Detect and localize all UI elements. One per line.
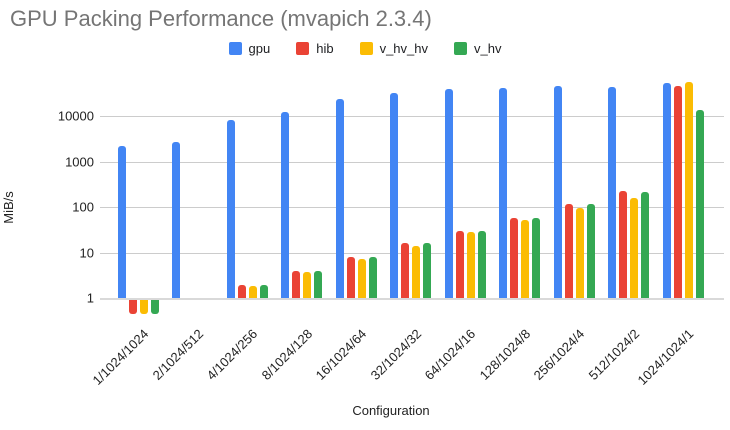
- legend-swatch-icon: [296, 42, 310, 55]
- gridline: [100, 207, 724, 209]
- gridline: [100, 161, 724, 163]
- bar-gpu[interactable]: [390, 92, 398, 298]
- bar-v_hv[interactable]: [150, 300, 159, 314]
- bar-v_hv_hv[interactable]: [248, 286, 257, 298]
- bar-gpu[interactable]: [117, 146, 126, 298]
- y-tick-label: 10: [79, 245, 94, 261]
- legend-label: v_hv: [474, 41, 502, 56]
- x-tick-label: 4/1024/256: [203, 326, 261, 383]
- bar-hib[interactable]: [564, 204, 573, 298]
- bar-v_hv_hv[interactable]: [357, 258, 366, 298]
- legend-item-v_hv: v_hv: [454, 41, 501, 56]
- bar-v_hv_hv[interactable]: [412, 245, 420, 298]
- bar-hib[interactable]: [292, 270, 300, 298]
- x-tick-label: 2/1024/512: [149, 326, 206, 383]
- legend-swatch-icon: [359, 42, 373, 55]
- legend-item-hib: hib: [296, 41, 334, 56]
- bar-hib[interactable]: [128, 300, 137, 314]
- legend-label: v_hv_hv: [379, 41, 428, 56]
- bar-hib[interactable]: [510, 217, 518, 298]
- y-tick-label: 1000: [65, 154, 94, 170]
- x-axis-title: Configuration: [352, 403, 430, 418]
- bar-gpu[interactable]: [553, 85, 562, 298]
- y-axis-title: MiB/s: [0, 191, 16, 224]
- bar-v_hv[interactable]: [368, 257, 377, 298]
- bar-gpu[interactable]: [335, 99, 344, 298]
- bar-v_hv[interactable]: [423, 242, 431, 298]
- bar-v_hv[interactable]: [695, 110, 704, 298]
- legend-item-gpu: gpu: [228, 41, 271, 56]
- bar-gpu[interactable]: [444, 89, 453, 298]
- bar-v_hv_hv[interactable]: [303, 271, 311, 298]
- legend-item-v_hv_hv: v_hv_hv: [359, 41, 428, 56]
- bar-v_hv[interactable]: [532, 217, 540, 298]
- bar-gpu[interactable]: [608, 86, 616, 298]
- bar-v_hv_hv[interactable]: [466, 231, 475, 298]
- bar-gpu[interactable]: [499, 87, 507, 298]
- x-tick-label: 512/1024/2: [585, 326, 642, 383]
- bar-v_hv[interactable]: [641, 192, 649, 298]
- legend-swatch-icon: [228, 42, 242, 55]
- bar-hib[interactable]: [455, 230, 464, 298]
- x-tick-label: 1/1024/1024: [89, 326, 152, 388]
- gridline: [100, 116, 724, 118]
- x-tick-label: 128/1024/8: [476, 326, 533, 383]
- x-tick-label: 32/1024/32: [367, 326, 424, 383]
- bar-v_hv_hv[interactable]: [684, 82, 693, 298]
- x-axis-baseline: [100, 297, 724, 300]
- x-tick-label: 64/1024/16: [421, 326, 479, 383]
- bar-hib[interactable]: [346, 257, 355, 298]
- bar-v_hv[interactable]: [477, 230, 486, 298]
- chart-title: GPU Packing Performance (mvapich 2.3.4): [10, 6, 432, 31]
- legend-label: gpu: [248, 41, 271, 56]
- bar-v_hv_hv[interactable]: [575, 208, 584, 298]
- x-tick-label: 256/1024/4: [530, 326, 588, 383]
- x-tick-label: 16/1024/64: [312, 326, 370, 383]
- bar-gpu[interactable]: [662, 82, 671, 298]
- x-tick-label: 1024/1024/1: [634, 326, 697, 388]
- bar-gpu[interactable]: [226, 120, 235, 298]
- bar-hib[interactable]: [237, 285, 246, 298]
- bar-v_hv_hv[interactable]: [630, 197, 638, 298]
- legend-swatch-icon: [454, 42, 467, 55]
- bar-hib[interactable]: [619, 191, 627, 298]
- bar-gpu[interactable]: [281, 112, 289, 298]
- x-tick-label: 8/1024/128: [258, 326, 315, 383]
- bar-hib[interactable]: [401, 243, 409, 298]
- bar-v_hv[interactable]: [314, 270, 322, 298]
- legend: gpu hib v_hv_hv v_hv: [0, 41, 730, 56]
- bar-v_hv[interactable]: [259, 284, 268, 298]
- bar-v_hv_hv[interactable]: [521, 220, 529, 298]
- bar-hib[interactable]: [673, 86, 682, 298]
- y-tick-label: 1: [86, 290, 94, 306]
- y-tick-label: 100: [72, 199, 94, 215]
- y-tick-label: 10000: [57, 108, 94, 124]
- bar-gpu[interactable]: [172, 142, 180, 298]
- legend-label: hib: [316, 41, 334, 56]
- bar-v_hv[interactable]: [586, 203, 595, 298]
- bar-v_hv_hv[interactable]: [139, 300, 148, 314]
